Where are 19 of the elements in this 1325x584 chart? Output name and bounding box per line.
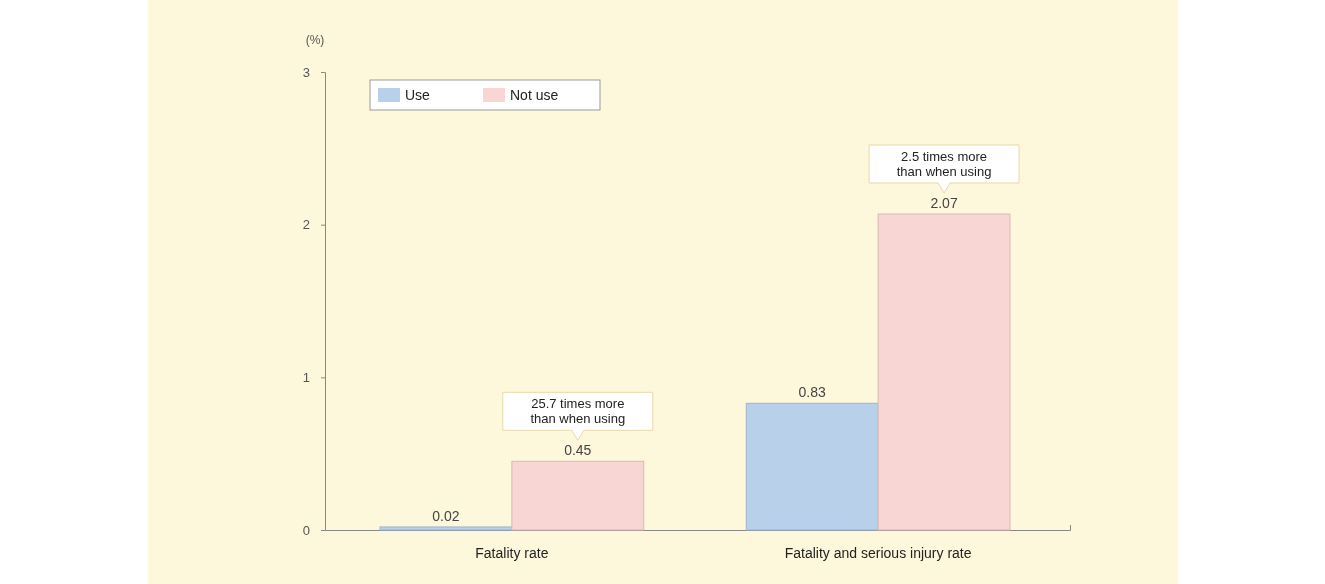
bar (877, 213, 1011, 531)
y-tick-label: 0 (302, 522, 310, 538)
legend-label: Not use (510, 87, 559, 103)
data-label: 0.45 (564, 442, 592, 459)
x-tick-label: Fatality and serious injury rate (784, 545, 972, 561)
data-label: 2.07 (930, 194, 958, 211)
y-tick-label: 2 (302, 217, 310, 233)
bar (511, 460, 645, 531)
annotation: 2.5 times more than when using (896, 148, 992, 179)
bar (745, 402, 879, 531)
data-label: 0.83 (798, 384, 827, 401)
y-tick-label: 3 (302, 64, 310, 80)
x-tick-label: Fatality rate (475, 545, 549, 561)
bar (379, 526, 513, 531)
y-tick-label: 1 (302, 369, 310, 385)
data-label: 0.02 (432, 507, 460, 524)
y-axis-title: (%) (305, 33, 325, 47)
legend-label: Use (405, 87, 431, 103)
annotation: 25.7 times more than when using (530, 396, 626, 427)
